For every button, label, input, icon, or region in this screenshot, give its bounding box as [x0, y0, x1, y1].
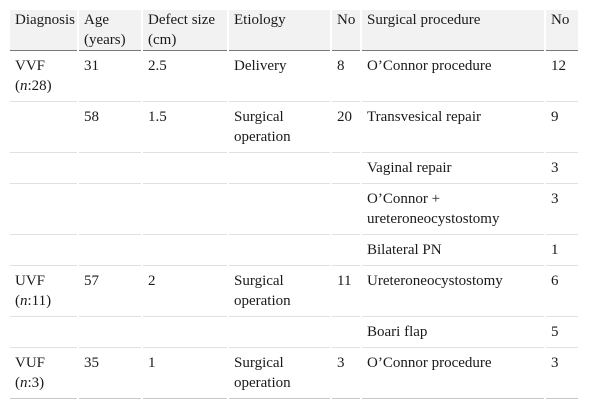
diagnosis-count-open: (	[15, 293, 20, 309]
table-header-row: Diagnosis Age (years) Defect size (cm) E…	[10, 10, 578, 51]
cell-no	[332, 317, 360, 348]
header-defect-size: Defect size (cm)	[143, 10, 227, 51]
cell-no	[332, 235, 360, 266]
diagnosis-count-var: n	[20, 375, 28, 391]
diagnosis-label: VUF	[15, 355, 46, 371]
cell-defect-size	[143, 317, 227, 348]
header-age: Age (years)	[79, 10, 141, 51]
header-no-procedure: No	[546, 10, 578, 51]
cell-no: 20	[332, 102, 360, 153]
cell-etiology	[229, 153, 330, 184]
table-row: UVF (n:11) 57 2 Surgical operation 11 Ure…	[10, 266, 578, 317]
cell-defect-size	[143, 153, 227, 184]
cell-etiology	[229, 235, 330, 266]
cell-no-procedure: 6	[546, 266, 578, 317]
cell-no-procedure: 1	[546, 235, 578, 266]
cell-diagnosis	[10, 184, 77, 235]
cell-diagnosis	[10, 317, 77, 348]
table-row: O’Connor + ureteroneocystostomy 3	[10, 184, 578, 235]
diagnosis-count: :11)	[27, 293, 52, 309]
cell-diagnosis	[10, 153, 77, 184]
header-etiology: Etiology	[229, 10, 330, 51]
cell-procedure: Boari flap	[362, 317, 544, 348]
cell-defect-size: 1.5	[143, 102, 227, 153]
cell-etiology: Surgical operation	[229, 348, 330, 399]
cell-etiology: Surgical operation	[229, 102, 330, 153]
fistula-surgery-table: Diagnosis Age (years) Defect size (cm) E…	[8, 10, 580, 399]
table-row: VUF (n:3) 35 1 Surgical operation 3 O’Con…	[10, 348, 578, 399]
cell-no: 8	[332, 51, 360, 102]
cell-diagnosis	[10, 102, 77, 153]
cell-etiology: Delivery	[229, 51, 330, 102]
cell-age: 31	[79, 51, 141, 102]
table-row: 58 1.5 Surgical operation 20 Transvesica…	[10, 102, 578, 153]
cell-etiology	[229, 184, 330, 235]
cell-no	[332, 153, 360, 184]
cell-procedure: O’Connor + ureteroneocystostomy	[362, 184, 544, 235]
cell-defect-size	[143, 235, 227, 266]
cell-no: 3	[332, 348, 360, 399]
cell-diagnosis: VUF (n:3)	[10, 348, 77, 399]
cell-etiology: Surgical operation	[229, 266, 330, 317]
cell-defect-size: 2.5	[143, 51, 227, 102]
cell-age	[79, 235, 141, 266]
table-row: Bilateral PN 1	[10, 235, 578, 266]
cell-defect-size	[143, 184, 227, 235]
cell-no-procedure: 9	[546, 102, 578, 153]
cell-procedure: Transvesical repair	[362, 102, 544, 153]
cell-age	[79, 184, 141, 235]
cell-no-procedure: 3	[546, 184, 578, 235]
diagnosis-label: UVF	[15, 273, 46, 289]
cell-no-procedure: 3	[546, 153, 578, 184]
diagnosis-label: VVF	[15, 58, 46, 74]
cell-procedure: Ureteroneocystostomy	[362, 266, 544, 317]
cell-age: 58	[79, 102, 141, 153]
cell-defect-size: 1	[143, 348, 227, 399]
cell-no: 11	[332, 266, 360, 317]
cell-age: 35	[79, 348, 141, 399]
table-row: VVF (n:28) 31 2.5 Delivery 8 O’Connor pro…	[10, 51, 578, 102]
table-row: Boari flap 5	[10, 317, 578, 348]
cell-etiology	[229, 317, 330, 348]
cell-procedure: Vaginal repair	[362, 153, 544, 184]
cell-diagnosis: VVF (n:28)	[10, 51, 77, 102]
diagnosis-count-open: (	[15, 375, 20, 391]
diagnosis-count-var: n	[20, 78, 28, 94]
diagnosis-count: :28)	[27, 78, 52, 94]
header-diagnosis: Diagnosis	[10, 10, 77, 51]
cell-no-procedure: 12	[546, 51, 578, 102]
header-no: No	[332, 10, 360, 51]
cell-procedure: Bilateral PN	[362, 235, 544, 266]
cell-procedure: O’Connor procedure	[362, 348, 544, 399]
diagnosis-count-var: n	[20, 293, 28, 309]
cell-no-procedure: 3	[546, 348, 578, 399]
cell-age	[79, 317, 141, 348]
cell-procedure: O’Connor procedure	[362, 51, 544, 102]
cell-diagnosis	[10, 235, 77, 266]
cell-defect-size: 2	[143, 266, 227, 317]
cell-age	[79, 153, 141, 184]
cell-no-procedure: 5	[546, 317, 578, 348]
cell-diagnosis: UVF (n:11)	[10, 266, 77, 317]
diagnosis-count-open: (	[15, 78, 20, 94]
cell-age: 57	[79, 266, 141, 317]
header-surgical-procedure: Surgical procedure	[362, 10, 544, 51]
cell-no	[332, 184, 360, 235]
table-row: Vaginal repair 3	[10, 153, 578, 184]
diagnosis-count: :3)	[27, 375, 45, 391]
